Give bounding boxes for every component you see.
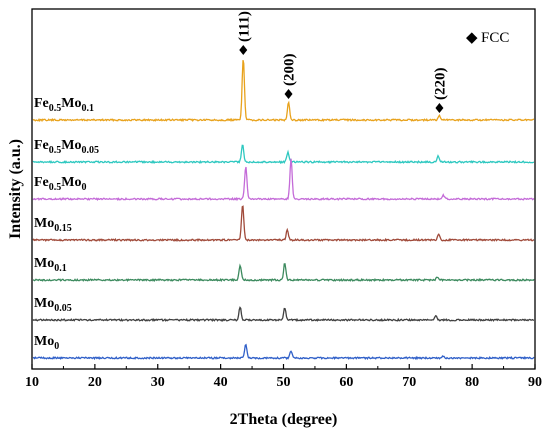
series-label: Mo0.05	[34, 296, 72, 314]
legend-fcc-label: FCC	[481, 30, 509, 46]
series-label-subscript: 0.5	[49, 103, 62, 114]
series-6: Mo0	[32, 334, 535, 361]
x-tick-label: 30	[151, 375, 165, 390]
series-label-element: Mo	[61, 96, 81, 111]
series-0: Fe0.5Mo0.1	[32, 59, 535, 123]
series-5: Mo0.05	[32, 296, 535, 323]
annotation-layer: (111) (200) (220)	[236, 11, 448, 113]
peak-label: (111)	[236, 11, 252, 42]
series-label-element: Mo	[34, 216, 54, 231]
series-trace	[32, 144, 535, 165]
series-label-element: Fe	[34, 138, 49, 153]
x-axis-label: 2Theta (degree)	[230, 411, 338, 428]
series-label: Fe0.5Mo0.1	[34, 96, 94, 114]
x-tick-label: 70	[402, 375, 416, 390]
series-layer: Fe0.5Mo0.1Fe0.5Mo0.05Fe0.5Mo0Mo0.15Mo0.1…	[32, 59, 535, 361]
series-label-subscript: 0	[54, 341, 59, 352]
x-tick-label: 80	[465, 375, 479, 390]
peak-label: (220)	[432, 68, 448, 101]
peak-label: (200)	[282, 54, 298, 87]
series-label-subscript: 0	[81, 182, 86, 193]
x-axis-ticks: 10 20 30 40 50 60 70 80 90	[25, 364, 542, 390]
series-label-subscript: 0.15	[54, 223, 72, 234]
series-label-subscript: 0.05	[54, 303, 72, 314]
series-label-subscript: 0.5	[49, 182, 62, 193]
series-label: Mo0.15	[34, 216, 72, 234]
x-tick-label: 50	[277, 375, 291, 390]
series-label-subscript: 0.1	[81, 103, 94, 114]
series-label-element: Fe	[34, 175, 49, 190]
series-3: Mo0.15	[32, 205, 535, 243]
series-label-element: Mo	[34, 296, 54, 311]
legend: ◆ FCC	[466, 30, 509, 46]
series-trace	[32, 306, 535, 323]
fcc-peak-marker	[239, 45, 248, 55]
series-label-element: Mo	[34, 256, 54, 271]
series-label: Mo0	[34, 334, 59, 352]
x-tick-label: 10	[25, 375, 39, 390]
x-tick-label: 40	[214, 375, 228, 390]
series-label: Fe0.5Mo0	[34, 175, 86, 193]
series-trace	[32, 343, 535, 361]
series-trace	[32, 59, 535, 123]
series-trace	[32, 158, 535, 202]
x-tick-label: 60	[339, 375, 353, 390]
series-label-subscript: 0.1	[54, 263, 67, 274]
series-label-element: Fe	[34, 96, 49, 111]
y-axis-label: Intensity (a.u.)	[7, 139, 24, 239]
series-label: Fe0.5Mo0.05	[34, 138, 99, 156]
series-1: Fe0.5Mo0.05	[32, 138, 535, 165]
series-trace	[32, 205, 535, 243]
fcc-peak-marker	[435, 103, 444, 113]
series-4: Mo0.1	[32, 256, 535, 283]
series-trace	[32, 263, 535, 283]
series-2: Fe0.5Mo0	[32, 158, 535, 202]
series-label-subscript: 0.5	[49, 145, 62, 156]
x-tick-label: 90	[528, 375, 542, 390]
x-tick-label: 20	[88, 375, 102, 390]
legend-fcc-marker: ◆	[466, 30, 478, 46]
fcc-peak-marker	[284, 89, 293, 99]
series-label: Mo0.1	[34, 256, 67, 274]
series-label-subscript: 0.05	[81, 145, 99, 156]
series-label-element: Mo	[61, 138, 81, 153]
series-label-element: Mo	[34, 334, 54, 349]
series-label-element: Mo	[61, 175, 81, 190]
